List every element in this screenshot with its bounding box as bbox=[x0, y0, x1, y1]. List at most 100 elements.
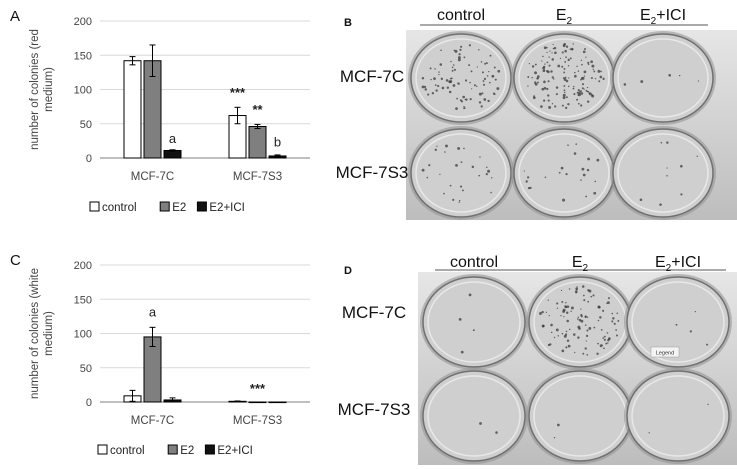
colony-dot bbox=[583, 88, 585, 90]
colony-dot bbox=[597, 319, 600, 322]
colony-dot bbox=[577, 316, 580, 318]
colony-dot bbox=[449, 184, 452, 187]
culture-dish bbox=[612, 33, 714, 123]
colony-dot bbox=[428, 164, 431, 167]
colony-dot bbox=[546, 61, 549, 64]
colony-dot bbox=[577, 89, 580, 92]
colony-dot bbox=[585, 195, 588, 198]
x-tick-label: MCF-7S3 bbox=[233, 171, 282, 183]
colony-dot bbox=[435, 89, 438, 92]
colony-dot bbox=[527, 76, 530, 78]
colony-dot bbox=[606, 332, 609, 334]
colony-dot bbox=[573, 152, 577, 155]
colony-dot bbox=[678, 74, 681, 77]
colony-dot bbox=[564, 333, 568, 336]
colony-dot bbox=[489, 54, 492, 57]
colony-dot bbox=[594, 180, 597, 183]
colony-dot bbox=[574, 290, 578, 294]
dish-rim bbox=[631, 281, 725, 363]
colony-dot bbox=[553, 78, 555, 80]
colony-dot bbox=[561, 332, 564, 335]
colony-dot bbox=[586, 316, 589, 318]
colony-dot bbox=[584, 315, 587, 319]
colony-dot bbox=[468, 293, 472, 297]
colony-dot bbox=[575, 287, 579, 291]
colony-dot bbox=[576, 98, 579, 101]
colony-dot bbox=[546, 87, 549, 91]
colony-dot bbox=[527, 187, 531, 190]
colony-dot bbox=[553, 436, 556, 439]
colony-dot bbox=[536, 77, 539, 80]
x-tick-label: MCF-7C bbox=[131, 171, 174, 183]
colony-dot bbox=[567, 58, 570, 62]
colony-dot bbox=[586, 329, 589, 332]
colony-dot bbox=[492, 75, 495, 78]
header-subscript: 2 bbox=[583, 263, 589, 274]
colony-dot bbox=[496, 87, 500, 91]
culture-dish bbox=[528, 276, 632, 368]
colony-dot bbox=[593, 70, 596, 73]
colony-dot bbox=[581, 285, 585, 288]
colony-dot bbox=[471, 88, 473, 90]
dish-rim bbox=[518, 38, 610, 118]
colony-dot bbox=[459, 48, 462, 51]
colony-dot bbox=[439, 173, 441, 176]
colony-dot bbox=[486, 166, 488, 169]
colony-dot bbox=[568, 77, 570, 79]
colony-dot bbox=[481, 92, 484, 95]
colony-dot bbox=[464, 79, 468, 82]
colony-dot bbox=[445, 79, 449, 82]
culture-dish bbox=[528, 370, 632, 462]
colony-dot bbox=[449, 80, 453, 84]
colony-dot bbox=[585, 334, 589, 337]
colony-dot bbox=[463, 107, 466, 109]
y-axis-label-line: medium) bbox=[43, 67, 55, 112]
colony-dot bbox=[582, 352, 585, 355]
colony-dot bbox=[577, 102, 580, 105]
colony-dot bbox=[494, 78, 497, 81]
significance-label: *** bbox=[250, 381, 266, 396]
colony-dot bbox=[547, 99, 550, 102]
colony-dot bbox=[591, 64, 595, 68]
y-tick-label: 150 bbox=[74, 294, 92, 306]
colony-dot bbox=[581, 167, 585, 171]
y-tick-label: 200 bbox=[74, 16, 92, 28]
colony-dot bbox=[557, 64, 561, 68]
colony-dot bbox=[459, 99, 462, 102]
colony-dot bbox=[566, 319, 569, 323]
colony-dot bbox=[639, 198, 643, 201]
colony-dot bbox=[562, 310, 565, 313]
culture-dish bbox=[422, 370, 526, 462]
colony-dot bbox=[448, 90, 452, 94]
colony-dot bbox=[580, 308, 582, 310]
colony-dot bbox=[438, 73, 440, 76]
colony-dot bbox=[483, 98, 487, 101]
colony-dot bbox=[497, 69, 501, 73]
colony-dot bbox=[565, 302, 567, 304]
colony-dot bbox=[570, 306, 574, 310]
colony-dot bbox=[452, 64, 455, 66]
colony-dot bbox=[564, 61, 567, 63]
colony-dot bbox=[421, 77, 425, 80]
y-tick-label: 0 bbox=[86, 397, 92, 409]
colony-dot bbox=[533, 81, 537, 84]
colony-dot bbox=[560, 314, 562, 317]
colony-dot bbox=[666, 174, 668, 177]
colony-dot bbox=[548, 314, 550, 317]
colony-dot bbox=[581, 83, 585, 86]
colony-dot bbox=[564, 91, 566, 94]
colony-dot bbox=[572, 43, 574, 45]
colony-dot bbox=[598, 80, 601, 83]
colony-dot bbox=[451, 69, 454, 72]
colony-dot bbox=[608, 337, 611, 340]
colony-dot bbox=[596, 158, 600, 162]
colony-dot bbox=[617, 319, 620, 322]
colony-dot bbox=[607, 297, 610, 300]
colony-dot bbox=[576, 286, 578, 288]
colony-dot bbox=[493, 93, 496, 96]
colony-dot bbox=[577, 94, 580, 96]
colony-dot bbox=[573, 333, 576, 336]
colony-dot bbox=[587, 61, 590, 64]
colony-dot bbox=[544, 176, 547, 179]
